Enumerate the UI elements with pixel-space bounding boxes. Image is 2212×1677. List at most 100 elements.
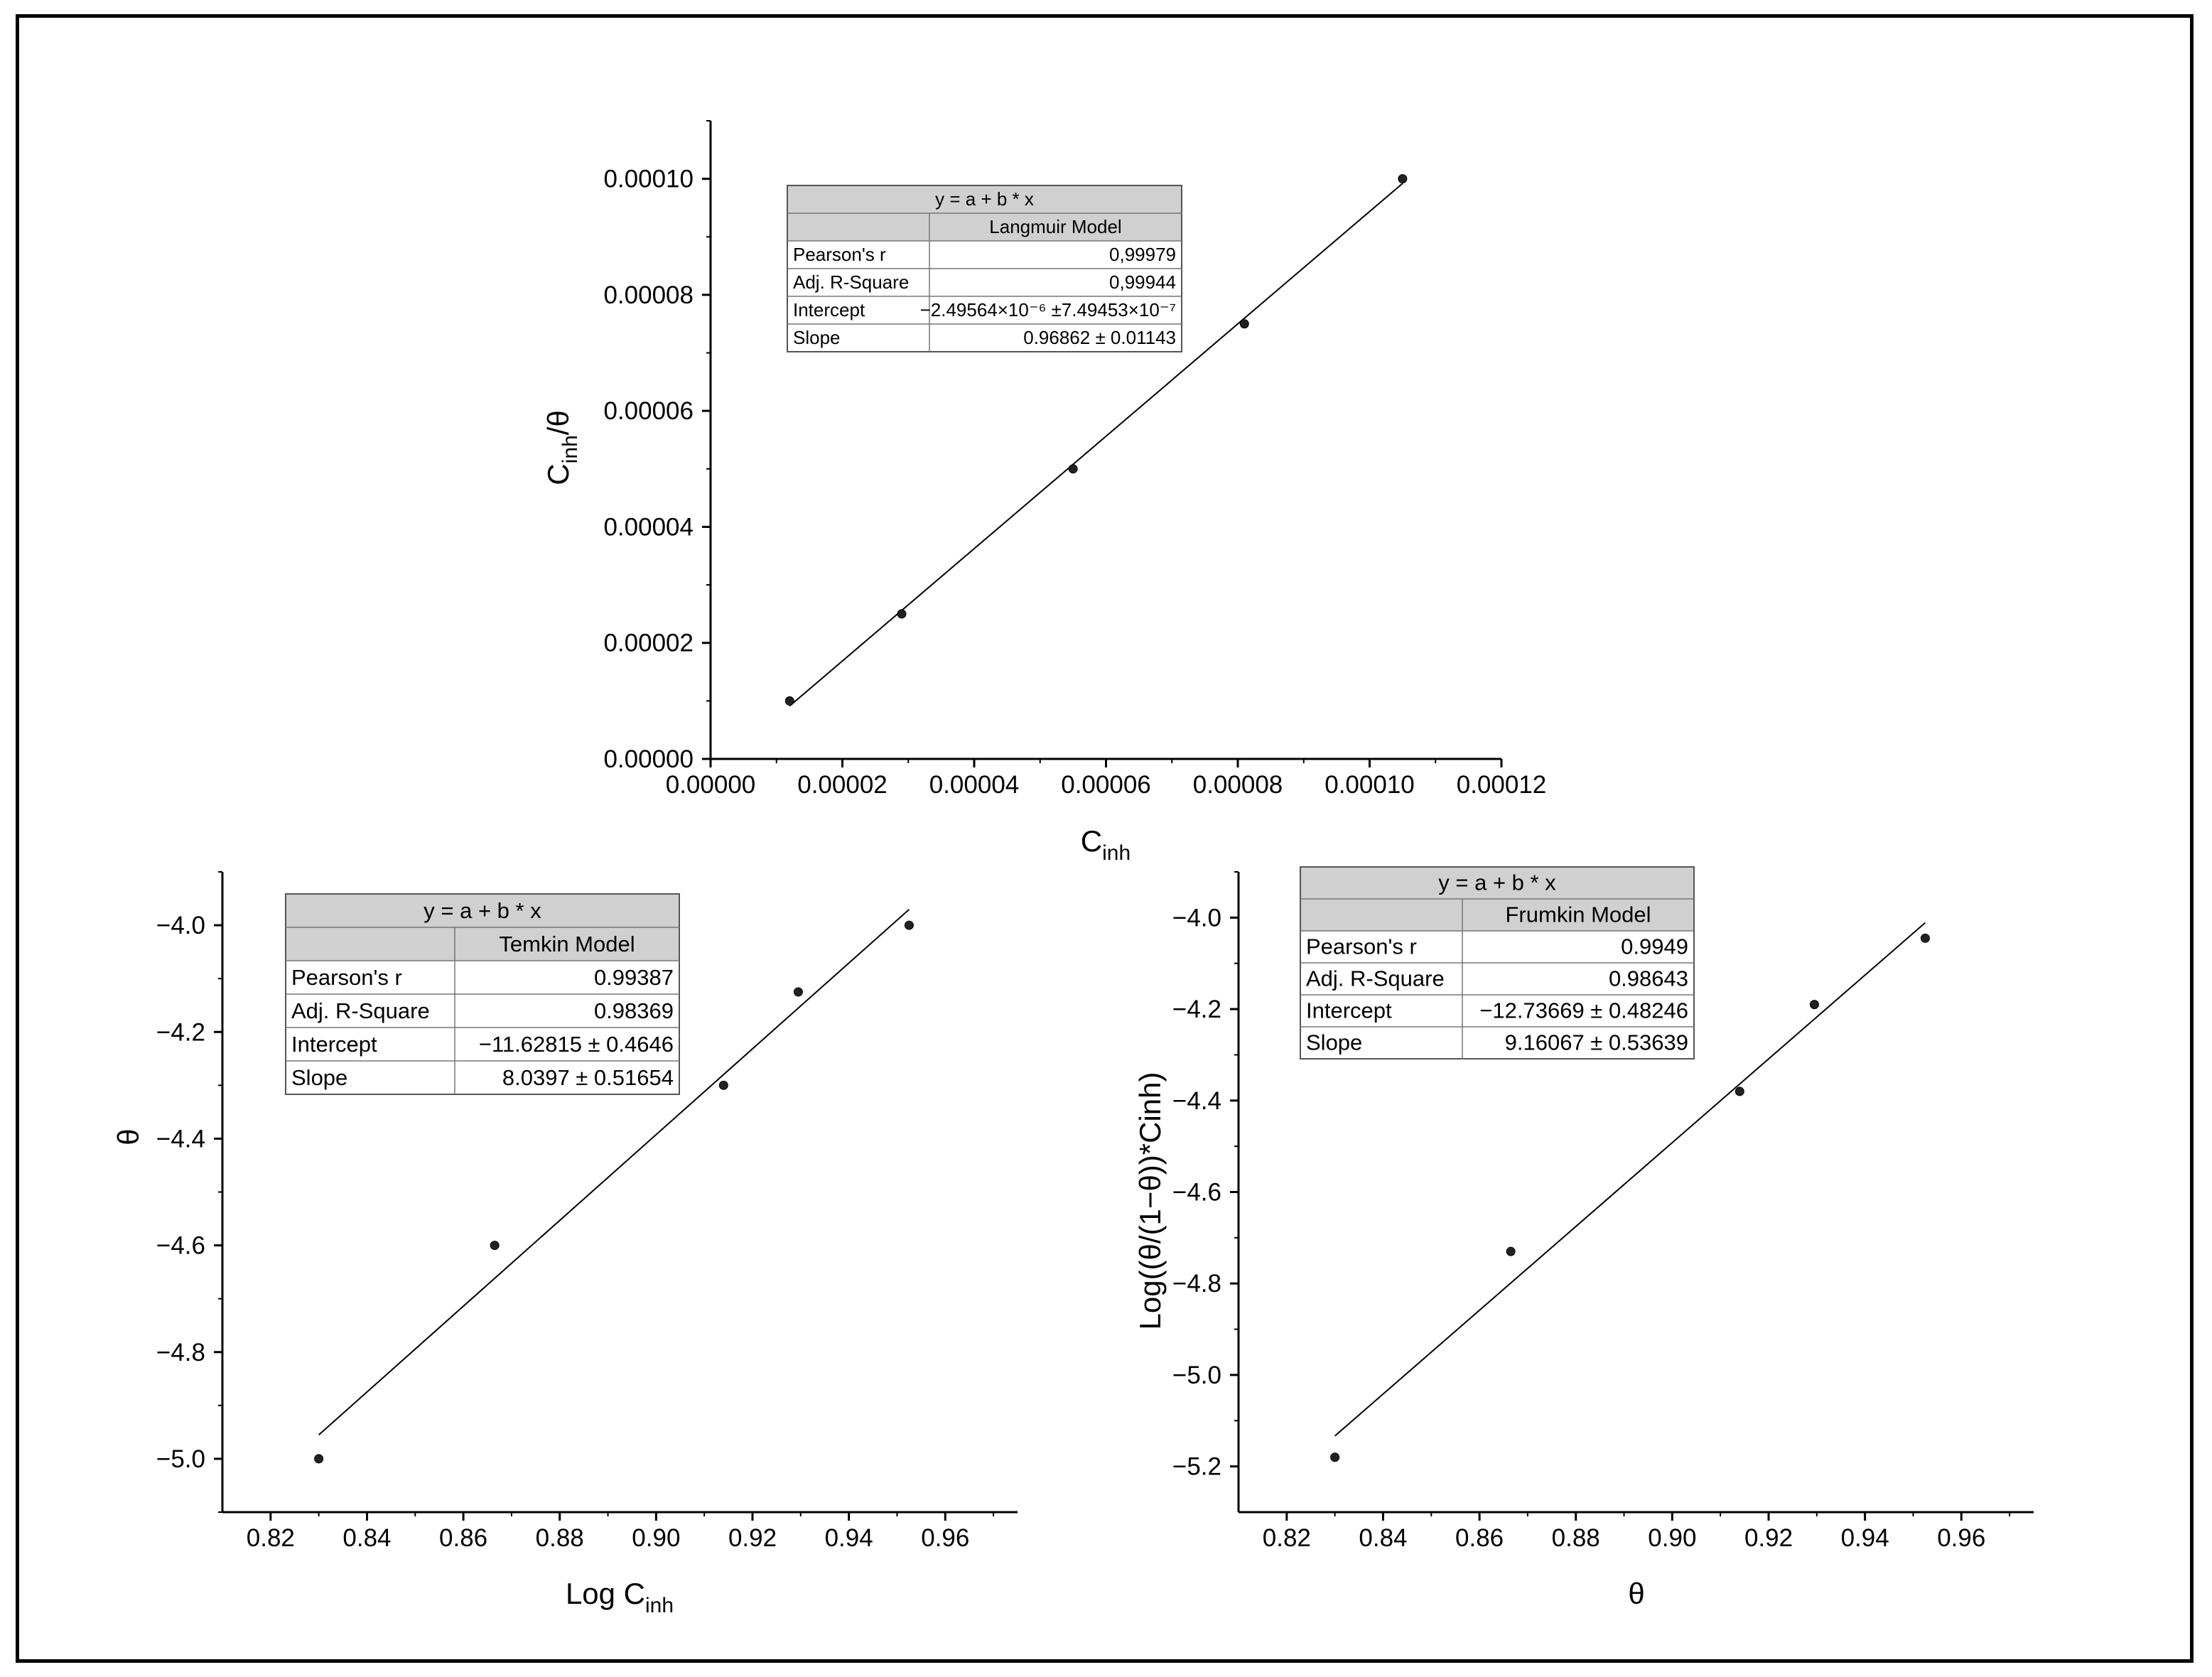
stats-row-value: 0,99979 bbox=[1109, 244, 1176, 265]
stats-equation: y = a + b * x bbox=[935, 188, 1034, 210]
x-tick-label: 0.90 bbox=[632, 1524, 680, 1552]
y-axis-title-main: Log((θ/(1−θ))*Cinh) bbox=[1133, 1072, 1167, 1330]
fit-line bbox=[318, 909, 910, 1436]
data-point bbox=[1330, 1452, 1340, 1462]
x-tick-label: 0.86 bbox=[1455, 1524, 1504, 1552]
x-tick-label: 0.96 bbox=[1937, 1524, 1985, 1552]
x-tick-label: 0.96 bbox=[921, 1524, 969, 1552]
x-axis-title-main: Log C bbox=[566, 1577, 645, 1610]
figure-frame bbox=[16, 14, 2194, 1663]
stats-model-name: Temkin Model bbox=[499, 932, 635, 956]
y-axis-title: Cinh/θ bbox=[541, 410, 582, 485]
stats-row-label: Adj. R-Square bbox=[291, 998, 430, 1023]
x-axis-title: Cinh bbox=[1081, 824, 1131, 865]
y-axis-title-tail: /θ bbox=[541, 410, 575, 435]
x-tick-label: 0.94 bbox=[825, 1524, 873, 1552]
data-point bbox=[793, 987, 803, 997]
data-point bbox=[1734, 1086, 1744, 1096]
stats-row-value: 9.16067 ± 0.53639 bbox=[1505, 1030, 1688, 1055]
y-tick-label: −5.2 bbox=[1172, 1453, 1221, 1481]
data-point bbox=[314, 1454, 324, 1464]
x-tick-label: 0.84 bbox=[1359, 1524, 1407, 1552]
x-tick-label: 0.90 bbox=[1648, 1524, 1696, 1552]
stats-row-value: 0,99944 bbox=[1109, 271, 1176, 293]
stats-row-value: −11.62815 ± 0.4646 bbox=[479, 1032, 674, 1057]
stats-row-label: Pearson's r bbox=[291, 965, 402, 990]
x-tick-label: 0.00008 bbox=[1193, 771, 1283, 799]
data-point bbox=[1920, 933, 1930, 943]
stats-row-label: Pearson's r bbox=[1306, 934, 1417, 959]
stats-row-value: 8.0397 ± 0.51654 bbox=[502, 1065, 674, 1090]
x-tick-label: 0.82 bbox=[1263, 1524, 1311, 1552]
chart-2: 0.82 0.84 0.86 0.88 0.90 0.92 0.94 0.96 −5.0 −4.8… bbox=[112, 871, 1018, 1617]
x-tick-label: 0.00012 bbox=[1457, 771, 1547, 799]
x-tick-label: 0.00006 bbox=[1061, 771, 1151, 799]
x-axis-title-sub: inh bbox=[1102, 841, 1131, 865]
data-point bbox=[490, 1241, 500, 1251]
y-tick-label: −4.2 bbox=[1172, 996, 1221, 1023]
chart-3: 0.82 0.84 0.86 0.88 0.90 0.92 0.94 0.96 −5.2 −5.0… bbox=[1133, 866, 2034, 1610]
stats-row-value: 0.98643 bbox=[1609, 966, 1688, 991]
fit-line bbox=[1334, 922, 1926, 1437]
stats-model-name: Langmuir Model bbox=[989, 216, 1121, 237]
stats-row-label: Intercept bbox=[291, 1032, 377, 1057]
y-axis-title-main: C bbox=[541, 463, 575, 485]
x-tick-label: 0.88 bbox=[1552, 1524, 1600, 1552]
y-tick-label: −4.4 bbox=[1172, 1087, 1221, 1115]
y-tick-label: 0.00006 bbox=[603, 397, 694, 425]
stats-table: y = a + b * x Frumkin Model Pearson's r 0.9… bbox=[1300, 866, 1695, 1059]
stats-row-label: Adj. R-Square bbox=[793, 271, 909, 293]
data-point bbox=[1239, 319, 1249, 329]
x-axis-title: θ bbox=[1628, 1577, 1644, 1610]
x-tick-label: 0.00002 bbox=[797, 771, 888, 799]
stats-row-value: 0.96862 ± 0.01143 bbox=[1023, 327, 1176, 348]
chart-1: 0.00000 0.00002 0.00004 0.00006 0.00008 0.000… bbox=[541, 120, 1547, 865]
y-tick-label: 0.00010 bbox=[603, 166, 694, 193]
y-tick-label: 0.00004 bbox=[603, 513, 694, 541]
y-tick-label: −4.8 bbox=[156, 1339, 205, 1366]
stats-row-label: Slope bbox=[793, 327, 841, 348]
stats-equation: y = a + b * x bbox=[1438, 870, 1556, 895]
data-point bbox=[1068, 464, 1078, 474]
stats-row-label: Intercept bbox=[1306, 998, 1392, 1023]
stats-row-label: Slope bbox=[1306, 1030, 1362, 1055]
x-tick-label: 0.00010 bbox=[1324, 771, 1415, 799]
y-tick-label: −4.6 bbox=[1172, 1179, 1221, 1207]
stats-table: y = a + b * x Langmuir Model Pearson's r 0,… bbox=[787, 185, 1182, 352]
x-tick-label: 0.84 bbox=[342, 1524, 391, 1552]
stats-row-label: Intercept bbox=[793, 299, 865, 320]
data-point bbox=[718, 1080, 728, 1090]
stats-model-name: Frumkin Model bbox=[1506, 902, 1651, 927]
stats-row-label: Pearson's r bbox=[793, 244, 886, 265]
stats-row-value: 0.9949 bbox=[1621, 934, 1688, 959]
stats-row-label: Adj. R-Square bbox=[1306, 966, 1445, 991]
y-tick-label: 0.00000 bbox=[603, 745, 694, 773]
stats-row-label: Slope bbox=[291, 1065, 347, 1090]
x-tick-label: 0.88 bbox=[536, 1524, 584, 1552]
x-tick-label: 0.92 bbox=[1744, 1524, 1793, 1552]
stats-table: y = a + b * x Temkin Model Pearson's r 0.99… bbox=[285, 893, 680, 1095]
x-tick-label: 0.82 bbox=[247, 1524, 295, 1552]
x-axis-title: Log Cinh bbox=[566, 1577, 674, 1617]
data-point bbox=[897, 609, 907, 619]
y-tick-label: −4.6 bbox=[156, 1232, 205, 1260]
stats-row-value: −12.73669 ± 0.48246 bbox=[1479, 998, 1688, 1023]
y-tick-label: −5.0 bbox=[156, 1445, 205, 1473]
stats-row-value: 0.98369 bbox=[594, 998, 674, 1023]
y-axis-title: Log((θ/(1−θ))*Cinh) bbox=[1133, 1072, 1167, 1330]
data-point bbox=[904, 920, 914, 930]
data-point bbox=[1398, 174, 1408, 184]
stats-row-value: 0.99387 bbox=[594, 965, 674, 990]
x-tick-label: 0.00004 bbox=[929, 771, 1020, 799]
x-axis-title-sub: inh bbox=[645, 1594, 674, 1617]
y-axis-title: θ bbox=[112, 1128, 145, 1145]
stats-equation: y = a + b * x bbox=[423, 898, 541, 923]
x-axis-title-main: θ bbox=[1628, 1577, 1644, 1610]
fit-line bbox=[789, 183, 1403, 707]
y-tick-label: −4.8 bbox=[1172, 1270, 1221, 1298]
x-tick-label: 0.94 bbox=[1841, 1524, 1889, 1552]
y-tick-label: 0.00008 bbox=[603, 281, 694, 309]
data-point bbox=[784, 696, 794, 706]
data-point bbox=[1809, 1000, 1819, 1010]
